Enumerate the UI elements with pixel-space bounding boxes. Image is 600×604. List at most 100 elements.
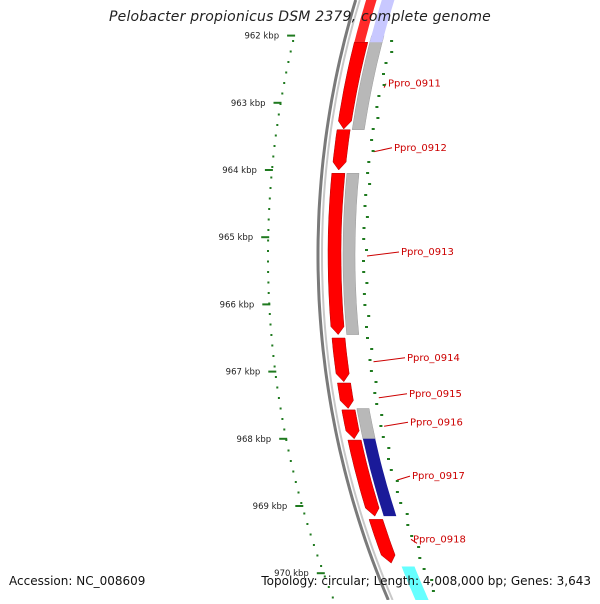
gc-dot bbox=[283, 82, 286, 84]
gene-label-leader bbox=[366, 251, 400, 257]
gc-dot bbox=[267, 271, 270, 273]
gc-dot bbox=[300, 502, 303, 504]
scale-tick-label: 963 kbp bbox=[231, 99, 266, 109]
gc-dot bbox=[362, 293, 366, 295]
gc-dot bbox=[273, 365, 276, 368]
gc-dot bbox=[267, 281, 270, 284]
gc-dot bbox=[270, 334, 273, 336]
gc-dot bbox=[289, 460, 292, 462]
gc-dot bbox=[365, 326, 368, 328]
gc-dot bbox=[306, 523, 309, 525]
gene-label: Ppro_0912 bbox=[394, 143, 447, 154]
scale-tick-label: 964 kbp bbox=[222, 166, 257, 176]
gene-arrow bbox=[332, 129, 351, 171]
gc-dot bbox=[272, 355, 275, 357]
gc-dot bbox=[268, 313, 271, 315]
gc-dot bbox=[368, 183, 372, 185]
gc-dot bbox=[267, 260, 269, 263]
gene-label-leader bbox=[396, 475, 411, 481]
gc-dot bbox=[363, 205, 367, 207]
gene-label: Ppro_0917 bbox=[412, 471, 465, 482]
gc-content-track bbox=[267, 40, 334, 599]
gc-dot bbox=[431, 590, 435, 592]
gc-dot bbox=[382, 84, 386, 86]
gene-label-leader bbox=[410, 538, 418, 544]
map-title: Pelobacter propionicus DSM 2379, complet… bbox=[109, 9, 491, 25]
gene-label: Ppro_0914 bbox=[407, 353, 460, 364]
gc-dot bbox=[267, 250, 269, 252]
gene-label-leader bbox=[373, 147, 393, 153]
gc-dot bbox=[380, 414, 384, 416]
gc-dot bbox=[377, 95, 381, 97]
scale-tick-label: 965 kbp bbox=[219, 233, 254, 243]
partial-gene-block bbox=[354, 0, 377, 43]
gc-dot bbox=[390, 51, 394, 53]
gene-label: Ppro_0918 bbox=[413, 534, 466, 545]
gc-dot bbox=[292, 40, 295, 42]
gc-dot bbox=[268, 197, 271, 200]
gc-dot bbox=[405, 513, 409, 515]
gc-dot bbox=[279, 407, 282, 410]
gc-dot bbox=[363, 304, 367, 306]
gc-dot bbox=[381, 436, 385, 438]
gc-dot bbox=[384, 62, 388, 64]
gc-dot bbox=[365, 216, 369, 218]
highlight-gene-block bbox=[362, 438, 397, 517]
gc-dot bbox=[327, 586, 330, 588]
gc-dot bbox=[276, 386, 279, 389]
gc-dot bbox=[320, 565, 323, 567]
gc-dot bbox=[362, 271, 366, 273]
gc-dot bbox=[285, 439, 288, 441]
gc-dot bbox=[309, 533, 312, 536]
gc-dot bbox=[289, 50, 292, 53]
gc-dot bbox=[287, 61, 290, 63]
gene-label-leader bbox=[384, 421, 409, 427]
gc-dot bbox=[285, 71, 288, 74]
gene-arrow bbox=[368, 519, 396, 564]
gc-dot bbox=[362, 238, 366, 240]
gc-dot bbox=[292, 470, 295, 473]
gc-dot bbox=[365, 282, 369, 284]
gc-dot bbox=[272, 155, 275, 158]
gc-dot bbox=[331, 596, 334, 599]
gene-label-leader bbox=[378, 393, 408, 399]
gc-dot bbox=[373, 392, 377, 394]
gc-dot bbox=[387, 458, 390, 460]
scale-tick-label: 969 kbp bbox=[253, 502, 288, 512]
gc-dot bbox=[376, 117, 380, 119]
gc-dot bbox=[277, 397, 280, 399]
gc-dot bbox=[270, 176, 273, 179]
gc-dot bbox=[367, 315, 371, 317]
gc-dot bbox=[382, 73, 385, 75]
scale-tick-label: 967 kbp bbox=[226, 368, 261, 378]
gc-dot bbox=[390, 40, 394, 42]
genome-summary-label: Topology: circular; Length: 4,008,000 bp… bbox=[261, 574, 591, 588]
gc-dot bbox=[277, 113, 280, 116]
gc-dot bbox=[267, 229, 270, 231]
gc-dot bbox=[410, 535, 414, 537]
gc-dot bbox=[395, 491, 399, 493]
gc-dot bbox=[399, 502, 403, 504]
gc-dot bbox=[371, 128, 375, 130]
gc-dot bbox=[371, 150, 375, 152]
gc-dot bbox=[273, 145, 276, 147]
gc-dot bbox=[274, 376, 277, 378]
gc-dot bbox=[268, 208, 271, 210]
gc-dot bbox=[368, 359, 372, 361]
gene-label: Ppro_0915 bbox=[409, 389, 462, 400]
gc-dot bbox=[294, 481, 297, 483]
gene-label: Ppro_0913 bbox=[401, 247, 454, 258]
gc-dot bbox=[406, 524, 410, 526]
backbone bbox=[316, 0, 394, 601]
gc-dot bbox=[370, 348, 374, 350]
gene-arrow bbox=[347, 439, 380, 517]
gc-dot bbox=[366, 172, 370, 174]
gene-arrow bbox=[341, 409, 360, 440]
gc-dot bbox=[276, 124, 279, 126]
gc-dot bbox=[417, 546, 421, 548]
gc-dot bbox=[366, 337, 369, 339]
gene-arrow bbox=[338, 42, 369, 130]
backbone-line bbox=[316, 0, 390, 601]
gc-dot bbox=[269, 323, 272, 326]
